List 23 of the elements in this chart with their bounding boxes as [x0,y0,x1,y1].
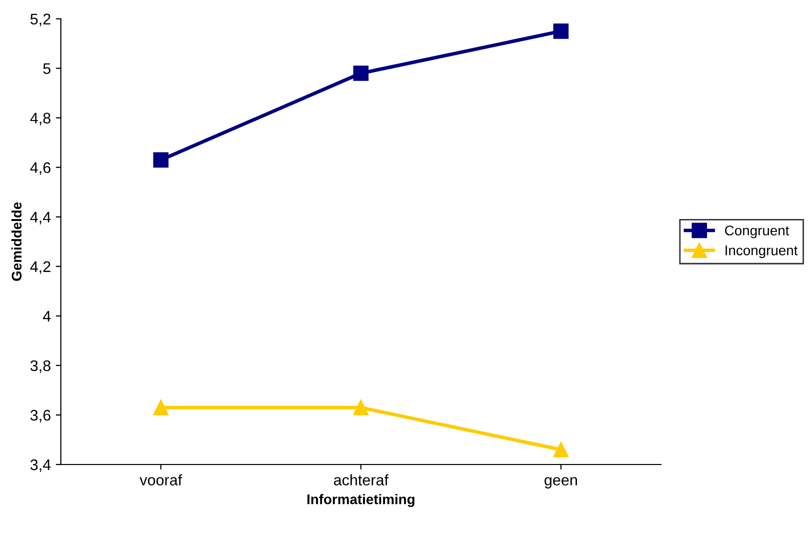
y-tick-label: 4,6 [30,162,50,175]
y-tick-label: 4,8 [30,112,50,126]
y-tick-label: 3,8 [30,360,50,373]
legend-label: Incongruent [726,246,798,258]
legend-label: Congruent [725,226,790,238]
x-axis-title: Informatietiming [307,494,414,508]
y-tick-label: 4,2 [30,261,50,274]
x-tick-label: geen [544,477,577,488]
y-tick-label: 5 [43,63,50,74]
y-axis-title: Gemiddelde [11,202,22,281]
y-tick-label: 3,4 [30,459,51,472]
point [353,66,369,81]
y-tick-label: 4,4 [30,212,51,224]
y-tick-label: 4 [42,310,51,322]
point [353,400,369,416]
point [553,24,569,39]
y-tick-label: 3,6 [30,410,50,422]
x-tick-label: vooraf [140,474,182,486]
point [553,442,569,458]
point [153,400,168,416]
y-tick-label: 5,2 [30,14,50,26]
x-tick-label: achteraf [334,474,389,486]
point [153,152,168,168]
